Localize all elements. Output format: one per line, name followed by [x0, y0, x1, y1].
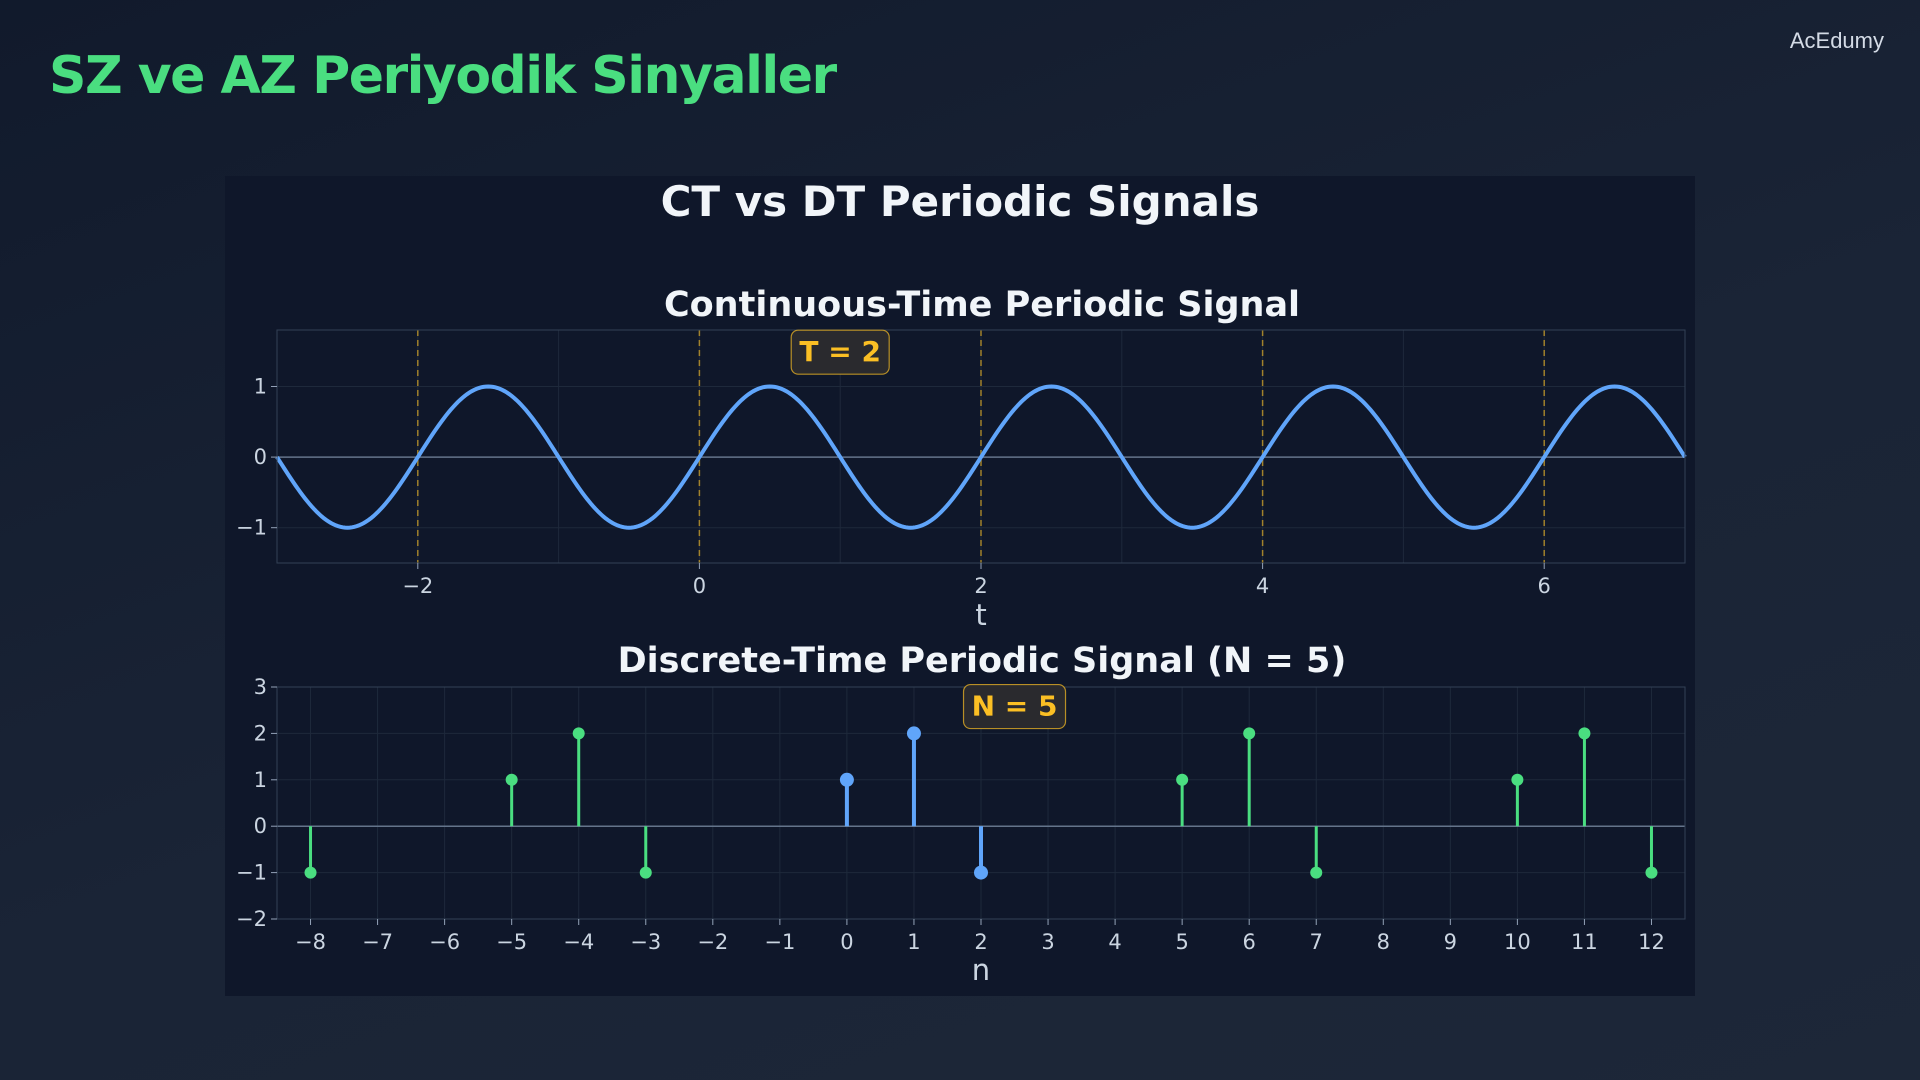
- dt-x-tick-label: 1: [907, 930, 920, 954]
- ct-y-tick-label: 0: [254, 445, 267, 469]
- dt-stem-marker: [1243, 727, 1256, 740]
- ct-x-tick-label: 4: [1256, 574, 1269, 598]
- dt-x-tick-label: 11: [1571, 930, 1598, 954]
- dt-stem-marker: [906, 726, 921, 741]
- dt-x-tick-label: −1: [764, 930, 795, 954]
- dt-x-tick-label: −2: [697, 930, 728, 954]
- ct-x-tick-label: 6: [1538, 574, 1551, 598]
- dt-stem-marker: [639, 866, 652, 879]
- dt-x-tick-label: 3: [1041, 930, 1054, 954]
- dt-x-tick-label: −7: [362, 930, 393, 954]
- ct-period-annotation-box: [790, 329, 890, 375]
- dt-x-ticks: −8 −7 −6 −5 −4 −3 −2 −1 0 1 2 3 4 5 6 7 8 9 10 11 12: [295, 919, 1665, 954]
- dt-period-annotation-box: [962, 683, 1067, 730]
- dt-stem-marker: [572, 727, 585, 740]
- dt-stem-marker: [1578, 727, 1591, 740]
- brand-logo-text: AcEdumy: [1789, 28, 1884, 53]
- ct-x-ticks: −2 0 2 4 6: [402, 563, 1551, 598]
- ct-title: Continuous-Time Periodic Signal: [664, 285, 1300, 325]
- dt-x-tick-label: 8: [1377, 930, 1390, 954]
- chart-canvas: CT vs DT Periodic Signals Continuous-Tim…: [236, 177, 1687, 987]
- dt-stem-marker: [1176, 773, 1189, 786]
- dt-title: Discrete-Time Periodic Signal (N = 5): [618, 641, 1347, 681]
- ct-x-tick-label: 2: [974, 574, 987, 598]
- dt-x-tick-label: 2: [974, 930, 987, 954]
- dt-y-tick-label: 1: [254, 768, 267, 792]
- dt-x-tick-label: 7: [1310, 930, 1323, 954]
- dt-y-tick-label: −1: [236, 861, 267, 885]
- dt-stem-marker: [839, 772, 854, 787]
- dt-x-tick-label: −5: [496, 930, 527, 954]
- dt-x-axis-label: n: [972, 953, 990, 987]
- ct-y-tick-label: 1: [254, 374, 267, 398]
- figure-panel: CT vs DT Periodic Signals Continuous-Tim…: [225, 176, 1695, 996]
- slide-title: SZ ve AZ Periyodik Sinyaller: [49, 46, 837, 106]
- dt-y-ticks: −2 −1 0 1 2 3: [236, 675, 277, 931]
- dt-x-tick-label: −8: [295, 930, 326, 954]
- figure-suptitle: CT vs DT Periodic Signals: [661, 177, 1260, 226]
- dt-x-tick-label: 6: [1243, 930, 1256, 954]
- dt-x-tick-label: 5: [1175, 930, 1188, 954]
- ct-y-tick-label: −1: [236, 516, 267, 540]
- dt-x-tick-label: 10: [1504, 930, 1531, 954]
- ct-subplot: Continuous-Time Periodic Signal −2 0 2 4 6 −…: [236, 285, 1687, 632]
- dt-stems: [304, 726, 1658, 880]
- dt-x-tick-label: 0: [840, 930, 853, 954]
- dt-x-tick-label: −4: [563, 930, 594, 954]
- dt-x-tick-label: −3: [630, 930, 661, 954]
- dt-y-tick-label: 0: [254, 814, 267, 838]
- dt-period-annotation: N = 5: [972, 690, 1058, 723]
- dt-stem-marker: [304, 866, 317, 879]
- ct-x-tick-label: 0: [693, 574, 706, 598]
- ct-signal-curve: [275, 384, 1687, 530]
- ct-x-axis-label: t: [975, 598, 986, 632]
- ct-period-markers: [417, 330, 1545, 563]
- dt-stem-marker: [1645, 866, 1658, 879]
- dt-y-tick-label: −2: [236, 907, 267, 931]
- ct-y-ticks: −1 0 1: [236, 374, 277, 540]
- dt-stem-marker: [974, 865, 988, 880]
- dt-stem-marker: [505, 773, 518, 786]
- dt-subplot: Discrete-Time Periodic Signal (N = 5) −8…: [236, 641, 1686, 987]
- dt-x-tick-label: 4: [1108, 930, 1121, 954]
- dt-x-tick-label: 9: [1444, 930, 1457, 954]
- dt-x-tick-label: −6: [429, 930, 460, 954]
- ct-period-annotation: T = 2: [799, 335, 881, 368]
- dt-x-tick-label: 12: [1638, 930, 1665, 954]
- dt-y-tick-label: 3: [254, 675, 267, 699]
- dt-stem-marker: [1310, 866, 1323, 879]
- ct-x-tick-label: −2: [402, 574, 433, 598]
- dt-y-tick-label: 2: [254, 721, 267, 745]
- dt-stem-marker: [1511, 773, 1524, 786]
